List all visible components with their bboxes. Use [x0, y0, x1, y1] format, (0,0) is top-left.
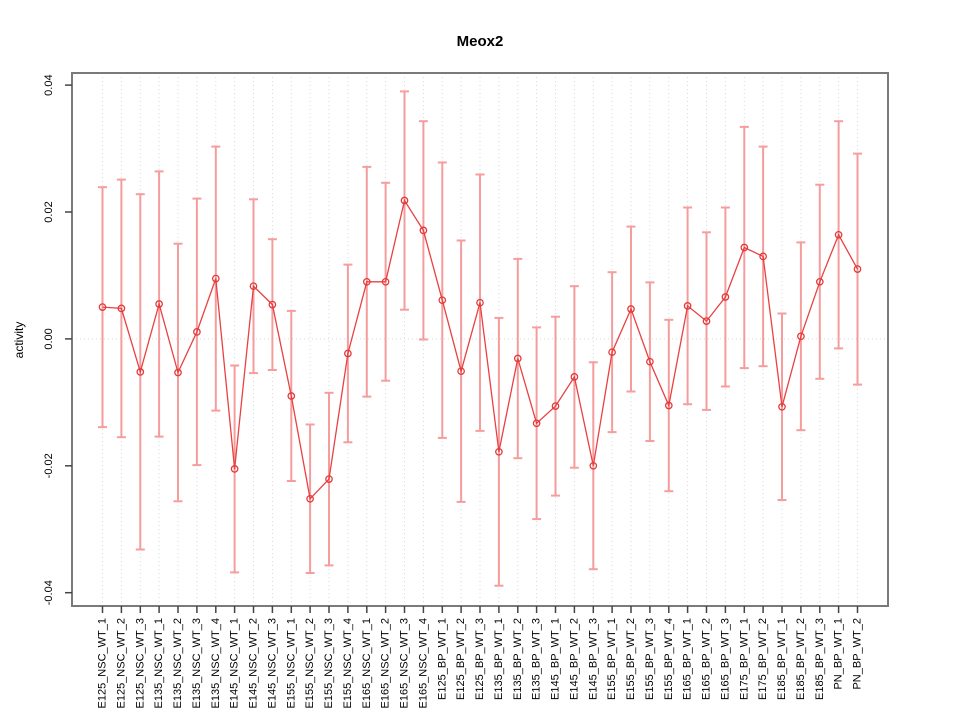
y-tick-label: 0.00	[43, 328, 55, 349]
y-tick-label: -0.02	[43, 453, 55, 478]
x-tick-label: PN_BP_WT_2	[852, 618, 864, 690]
x-tick-label: E165_NSC_WT_4	[417, 618, 429, 709]
x-tick-label: E155_NSC_WT_4	[342, 618, 354, 709]
data-point	[853, 265, 862, 273]
x-tick-label: E155_NSC_WT_2	[304, 618, 316, 709]
data-point	[551, 402, 560, 410]
x-tick-label: E185_BP_WT_3	[814, 618, 826, 700]
x-tick-label: E145_BP_WT_2	[568, 618, 580, 700]
series-line	[102, 198, 859, 501]
data-point	[381, 277, 390, 286]
x-tick-label: E165_NSC_WT_2	[380, 618, 392, 709]
data-point	[778, 402, 786, 411]
data-point	[419, 226, 428, 235]
data-point	[759, 252, 767, 261]
x-tick-label: E165_BP_WT_3	[719, 618, 731, 700]
x-tick-label: E145_NSC_WT_1	[229, 618, 241, 709]
data-point	[362, 277, 371, 286]
data-point	[532, 419, 541, 428]
data-point	[721, 293, 730, 301]
data-point	[740, 243, 749, 252]
data-point	[683, 302, 692, 310]
data-point	[174, 368, 182, 377]
data-point	[664, 401, 673, 410]
x-tick-label: E155_BP_WT_4	[663, 618, 675, 700]
x-tick-label: E125_BP_WT_3	[474, 618, 486, 700]
y-tick-label: 0.04	[43, 74, 55, 95]
data-point	[513, 354, 522, 363]
data-point	[608, 348, 616, 357]
x-tick-label: E125_NSC_WT_3	[134, 618, 146, 709]
data-point	[211, 274, 220, 283]
data-point	[230, 465, 239, 473]
data-point	[249, 282, 258, 291]
x-tick-label: E165_BP_WT_1	[682, 618, 694, 700]
y-tick-label: 0.02	[43, 201, 55, 222]
data-point	[325, 475, 333, 483]
x-tick-label: E175_BP_WT_2	[757, 618, 769, 700]
x-tick-label: E125_NSC_WT_2	[115, 618, 127, 709]
data-point	[834, 230, 843, 239]
chart-plot-area: 0.04 0.02 0.00 -0.02 -0.04 E125_NSC_WT_1 E125_…	[43, 72, 889, 709]
data-point	[589, 461, 598, 470]
data-point	[815, 277, 824, 286]
x-tick-label: E125_BP_WT_2	[455, 618, 467, 700]
data-point	[476, 298, 484, 307]
data-point	[193, 328, 201, 336]
x-tick-label: E155_BP_WT_2	[625, 618, 637, 700]
x-tick-label: E135_NSC_WT_2	[172, 618, 184, 709]
x-tick-label: E145_BP_WT_1	[550, 618, 562, 700]
x-tick-label: E165_NSC_WT_3	[399, 618, 411, 709]
data-point	[702, 317, 711, 325]
data-point	[495, 447, 503, 456]
x-tick-label: E145_BP_WT_3	[587, 618, 599, 700]
data-point	[268, 300, 277, 309]
data-point	[457, 367, 465, 376]
data-point	[155, 300, 163, 308]
data-point	[98, 303, 107, 311]
y-axis-label: activity	[12, 322, 26, 359]
x-tick-label: E155_BP_WT_1	[606, 618, 618, 700]
data-point	[136, 368, 145, 376]
data-point	[646, 357, 654, 366]
x-tick-label: E175_BP_WT_1	[738, 618, 750, 700]
x-tick-label: E135_BP_WT_1	[493, 618, 505, 700]
x-tick-label: E125_NSC_WT_1	[97, 618, 109, 709]
x-tick-label: PN_BP_WT_1	[833, 618, 845, 690]
data-point	[344, 349, 352, 358]
y-tick-label: -0.04	[43, 580, 55, 605]
x-tick-label: E165_BP_WT_2	[701, 618, 713, 700]
x-tick-label: E135_NSC_WT_3	[191, 618, 203, 709]
data-point	[438, 296, 447, 305]
x-tick-label: E125_BP_WT_1	[436, 618, 448, 700]
data-point	[797, 332, 805, 341]
x-tick-label: E155_BP_WT_3	[644, 618, 656, 700]
x-tick-label: E135_BP_WT_2	[512, 618, 524, 700]
data-point	[117, 304, 126, 313]
x-tick-label: E135_BP_WT_3	[531, 618, 543, 700]
x-tick-label: E155_NSC_WT_3	[323, 618, 335, 709]
x-tick-label: E135_NSC_WT_4	[210, 618, 222, 709]
data-point	[287, 392, 296, 400]
chart-title: Meox2	[457, 33, 504, 50]
data-point	[627, 305, 635, 313]
x-tick-label: E145_NSC_WT_2	[248, 618, 260, 709]
x-tick-label: E145_NSC_WT_3	[266, 618, 278, 709]
data-point	[306, 494, 314, 503]
x-tick-label: E165_NSC_WT_1	[361, 618, 373, 709]
x-tick-label: E185_BP_WT_1	[776, 618, 788, 700]
x-tick-label: E135_NSC_WT_1	[153, 618, 165, 709]
x-tick-label: E185_BP_WT_2	[795, 618, 807, 700]
x-tick-label: E155_NSC_WT_1	[285, 618, 297, 709]
data-point	[570, 373, 579, 381]
data-point	[400, 196, 409, 205]
